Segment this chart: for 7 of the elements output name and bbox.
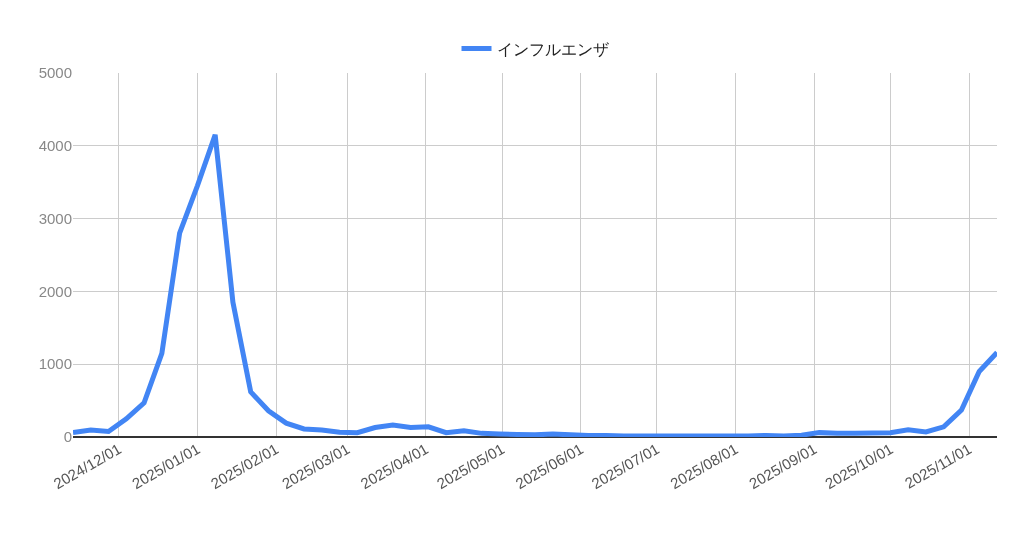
legend-label: インフルエンザ [496,40,609,58]
y-tick-label: 5000 [38,64,72,82]
y-tick-label: 3000 [38,209,72,227]
y-tick-label: 4000 [38,137,72,155]
y-tick-label: 0 [63,428,72,446]
y-tick-label: 2000 [38,282,72,300]
y-tick-label: 1000 [38,355,72,373]
